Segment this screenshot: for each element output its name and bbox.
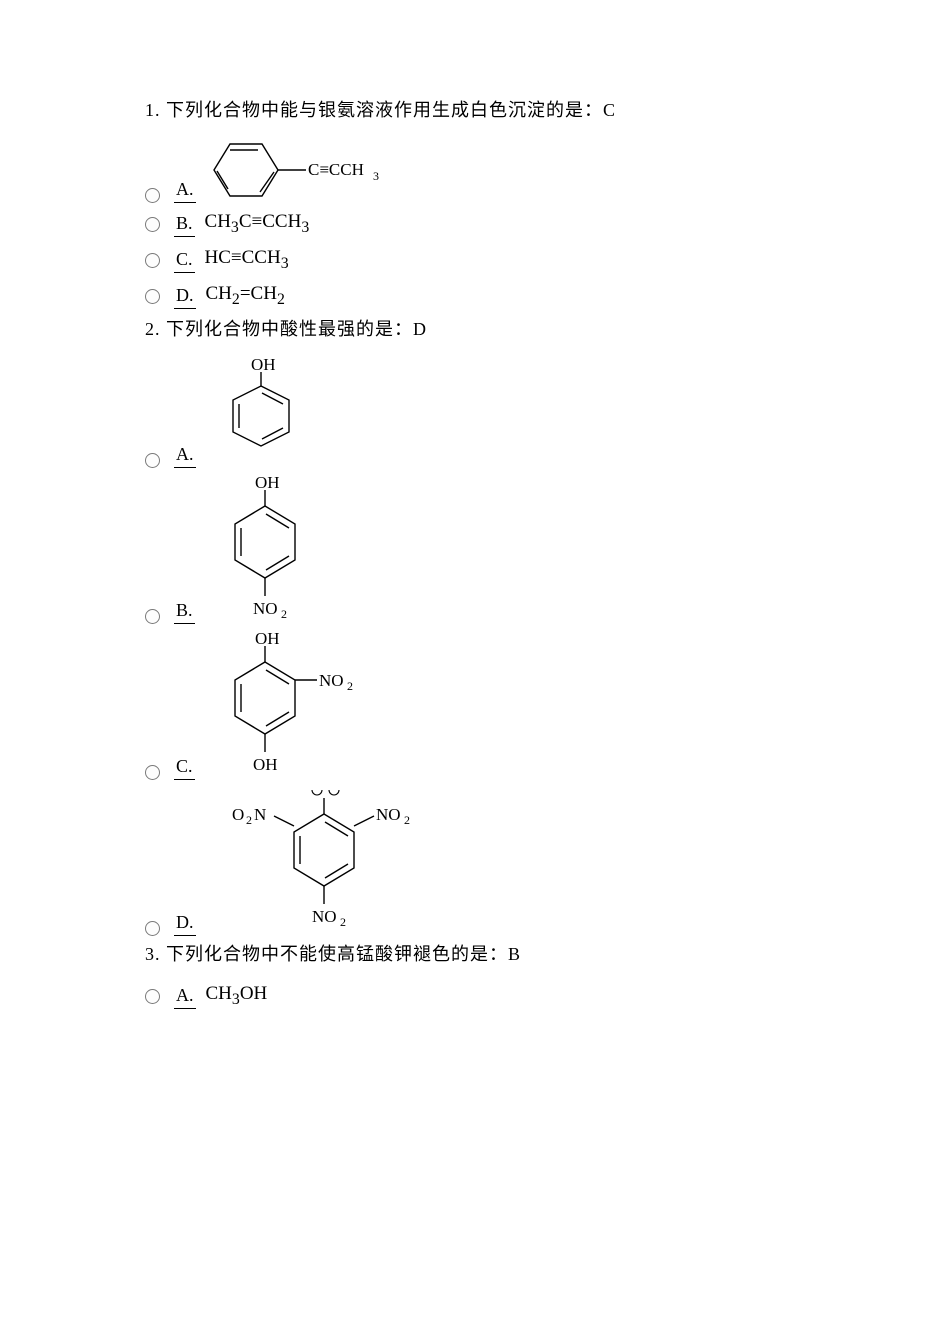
formula-sub: 3 [373,169,379,183]
radio-icon[interactable] [145,989,160,1004]
radio-icon[interactable] [145,453,160,468]
q2-d-structure: NO 2 O 2 N NO 2 [206,786,441,936]
q2-c-letter: C. [174,754,195,780]
q2-option-d: D. NO 2 [145,786,945,936]
q1-a-structure: C≡CCH 3 [206,137,396,203]
q2-b-structure: OH NO 2 [205,474,335,624]
no2-label: NO [312,907,337,926]
no2-label: NO [376,805,401,824]
o2n-n: N [254,805,266,824]
q2-a-letter: A. [174,442,196,468]
oh-label: OH [255,630,280,648]
document-page: 1. 下列化合物中能与银氨溶液作用生成白色沉淀的是：C A. C≡CCH 3 B… [0,0,945,1337]
q1-option-b: B. CH3C≡CCH3 [145,209,945,239]
no2-label: NO [253,599,278,618]
q2-option-a: A. OH [145,356,945,468]
radio-icon[interactable] [145,253,160,268]
no2-sub: 2 [404,813,410,827]
oh-label: OH [251,356,276,374]
no2-sub: 2 [281,607,287,621]
no2-sub: 2 [347,679,353,693]
oh-label: OH [253,755,278,774]
o2n-sub: 2 [246,813,252,827]
q1-text: 1. 下列化合物中能与银氨溶液作用生成白色沉淀的是：C [145,98,945,123]
q3-option-a: A. CH3OH [145,981,945,1011]
q1-b-letter: B. [174,211,195,237]
radio-icon[interactable] [145,609,160,624]
q1-a-letter: A. [174,177,196,203]
radio-icon[interactable] [145,289,160,304]
q2-option-b: B. OH NO 2 [145,474,945,624]
formula-text: C≡CCH [308,160,364,179]
no2-sub: 2 [340,915,346,929]
oh-label: OH [255,474,280,492]
q1-b-formula: CH3C≡CCH3 [205,209,310,239]
q2-text: 2. 下列化合物中酸性最强的是：D [145,317,945,342]
q2-d-letter: D. [174,910,196,936]
o2n-label: O [232,805,244,824]
q3-text: 3. 下列化合物中不能使高锰酸钾褪色的是：B [145,942,945,967]
radio-icon[interactable] [145,217,160,232]
no2-label: NO [319,671,344,690]
q2-option-c: C. OH NO 2 OH [145,630,945,780]
q1-option-d: D. CH2=CH2 [145,281,945,311]
q1-c-formula: HC≡CCH3 [205,245,289,275]
radio-icon[interactable] [145,188,160,203]
q1-option-c: C. HC≡CCH3 [145,245,945,275]
q1-c-letter: C. [174,247,195,273]
radio-icon[interactable] [145,765,160,780]
q3-a-letter: A. [174,983,196,1009]
q1-d-formula: CH2=CH2 [206,281,285,311]
q2-c-structure: OH NO 2 OH [205,630,380,780]
q1-option-a: A. C≡CCH 3 [145,137,945,203]
q2-b-letter: B. [174,598,195,624]
q2-a-structure: OH [206,356,326,468]
q3-a-formula: CH3OH [206,981,268,1011]
q1-d-letter: D. [174,283,196,309]
radio-icon[interactable] [145,921,160,936]
